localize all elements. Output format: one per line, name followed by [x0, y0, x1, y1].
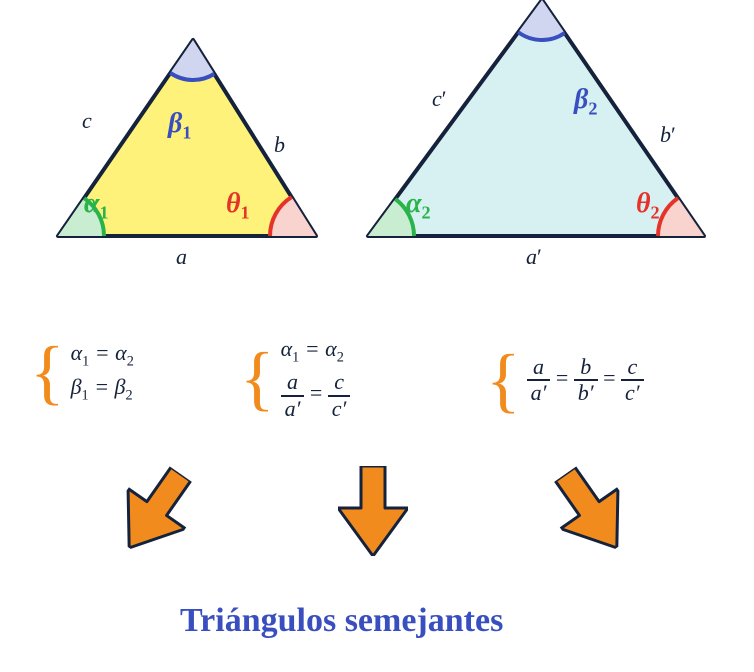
arrow-1 [101, 454, 210, 568]
alpha-2-label: α2 [406, 188, 431, 224]
side-a-2: a′ [526, 244, 542, 270]
theta-1-label: θ1 [226, 188, 250, 224]
eq-group-3: { aa′ = bb′ = cc′ [486, 344, 644, 416]
side-b-2: b′ [660, 122, 676, 148]
theta-2-label: θ2 [636, 188, 660, 224]
beta-1-label: β1 [168, 108, 191, 144]
side-c-1: c [82, 108, 92, 134]
side-a-1: a [176, 244, 187, 270]
eq-group-2: {α1 = α2aa′ = cc′ [240, 336, 350, 421]
eq-group-1: {α1 = α2β1 = β2 [30, 336, 134, 408]
arrow-3 [537, 454, 646, 568]
alpha-1-label: α1 [84, 188, 109, 224]
side-c-2: c′ [432, 86, 447, 112]
title: Triángulos semejantes [180, 602, 503, 640]
beta-2-label: β2 [574, 84, 597, 120]
side-b-1: b [274, 132, 285, 158]
arrow-2 [338, 466, 408, 556]
